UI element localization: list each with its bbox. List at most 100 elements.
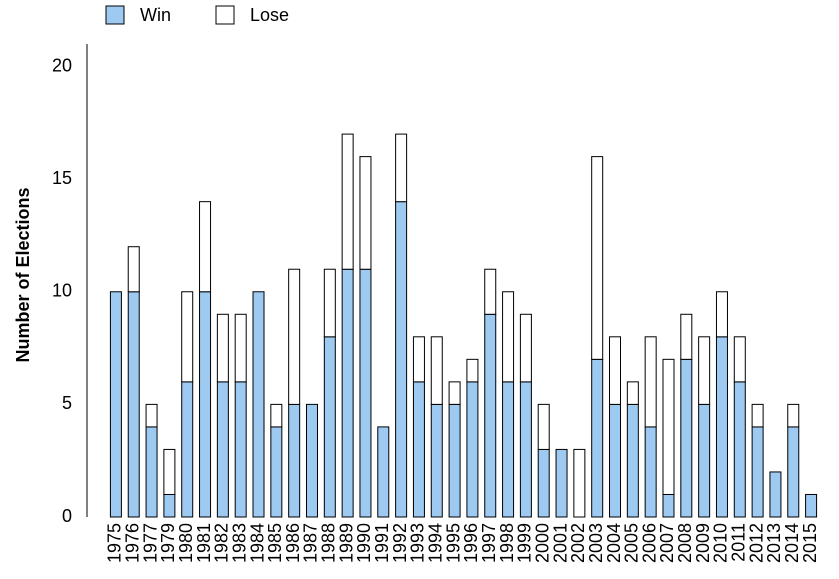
bar-segment <box>626 381 639 405</box>
bar-segment <box>109 291 122 518</box>
bar-segment <box>288 403 301 518</box>
x-tick-label: 2014 <box>782 523 802 563</box>
x-tick-label: 1983 <box>229 523 249 563</box>
bar-segment <box>305 403 318 518</box>
bar-segment <box>591 358 604 518</box>
bar-segment <box>484 313 497 518</box>
bar-segment <box>395 201 408 518</box>
y-tick-label: 15 <box>52 168 72 188</box>
bar-segment <box>519 381 532 518</box>
bar-segment <box>751 426 764 518</box>
bar-segment <box>733 336 746 383</box>
bar-segment <box>698 336 711 405</box>
x-tick-label: 1994 <box>426 523 446 563</box>
x-tick-label: 2004 <box>604 523 624 563</box>
bar-segment <box>644 426 657 518</box>
x-tick-label: 2006 <box>639 523 659 563</box>
bar-segment <box>680 358 693 518</box>
x-tick-label: 2008 <box>675 523 695 563</box>
bar-segment <box>341 268 354 518</box>
x-tick-label: 2011 <box>729 523 749 562</box>
bar-segment <box>698 403 711 518</box>
x-tick-label: 2001 <box>550 523 570 563</box>
x-tick-label: 1984 <box>247 523 267 563</box>
bar-segment <box>270 426 283 518</box>
x-tick-label: 1998 <box>497 523 517 563</box>
x-tick-label: 2013 <box>764 523 784 563</box>
x-tick-label: 1975 <box>105 523 125 563</box>
x-tick-label: 1982 <box>212 523 232 563</box>
x-tick-label: 1979 <box>158 523 178 563</box>
bar-segment <box>537 448 550 518</box>
bar-segment <box>680 313 693 360</box>
x-tick-label: 2012 <box>746 523 766 563</box>
bar-segment <box>216 381 229 518</box>
bar-segment <box>787 403 800 428</box>
x-tick-label: 1981 <box>194 523 214 563</box>
bar-segment <box>252 291 265 518</box>
bar-segment <box>323 336 336 518</box>
x-tick-label: 2000 <box>532 523 552 563</box>
x-tick-label: 1987 <box>301 523 321 563</box>
bar-segment <box>377 426 390 518</box>
bar-segment <box>751 403 764 428</box>
bar-segment <box>127 291 140 518</box>
bar-segment <box>715 291 728 338</box>
bar-segment <box>341 133 354 270</box>
bar-segment <box>412 336 425 383</box>
bar-segment <box>127 246 140 293</box>
legend-label: Lose <box>250 5 289 25</box>
bar-segment <box>216 313 229 383</box>
x-tick-label: 2010 <box>711 523 731 563</box>
y-tick-label: 10 <box>52 281 72 301</box>
x-tick-label: 2005 <box>622 523 642 563</box>
x-tick-label: 1993 <box>408 523 428 563</box>
bar-segment <box>323 268 336 338</box>
x-tick-label: 2009 <box>693 523 713 563</box>
x-tick-label: 2015 <box>800 523 820 563</box>
x-tick-label: 1986 <box>283 523 303 563</box>
x-tick-label: 1988 <box>319 523 339 563</box>
bar-segment <box>805 493 818 518</box>
bar-segment <box>199 201 212 293</box>
bar-segment <box>555 448 568 518</box>
bar-segment <box>359 268 372 518</box>
x-tick-label: 2007 <box>657 523 677 563</box>
bar-segment <box>448 403 461 518</box>
x-tick-label: 1995 <box>443 523 463 563</box>
bar-segment <box>181 291 194 383</box>
bar-segment <box>199 291 212 518</box>
x-tick-label: 2002 <box>568 523 588 563</box>
bar-segment <box>234 381 247 518</box>
x-tick-label: 1999 <box>515 523 535 563</box>
bar-segment <box>626 403 639 518</box>
y-tick-label: 0 <box>62 506 72 526</box>
bar-segment <box>234 313 247 383</box>
bar-segment <box>359 156 372 270</box>
bar-segment <box>573 448 586 518</box>
y-axis-label: Number of Elections <box>13 187 33 362</box>
x-tick-label: 1996 <box>461 523 481 563</box>
bar-segment <box>519 313 532 383</box>
bar-segment <box>715 336 728 518</box>
bar-segment <box>145 426 158 518</box>
bar-segment <box>609 403 622 518</box>
bar-segment <box>412 381 425 518</box>
bar-segment <box>395 133 408 203</box>
bar-segment <box>502 291 515 383</box>
bar-segment <box>733 381 746 518</box>
bar-segment <box>430 403 443 518</box>
bar-segment <box>466 381 479 518</box>
bar-segment <box>484 268 497 315</box>
bar-segment <box>145 403 158 428</box>
bar-segment <box>430 336 443 405</box>
bar-segment <box>448 381 461 405</box>
x-tick-label: 2003 <box>586 523 606 563</box>
bar-segment <box>163 448 176 495</box>
y-tick-label: 5 <box>62 393 72 413</box>
x-tick-label: 1977 <box>140 523 160 563</box>
x-tick-label: 1989 <box>336 523 356 563</box>
bar-segment <box>270 403 283 428</box>
legend-swatch <box>215 5 235 25</box>
